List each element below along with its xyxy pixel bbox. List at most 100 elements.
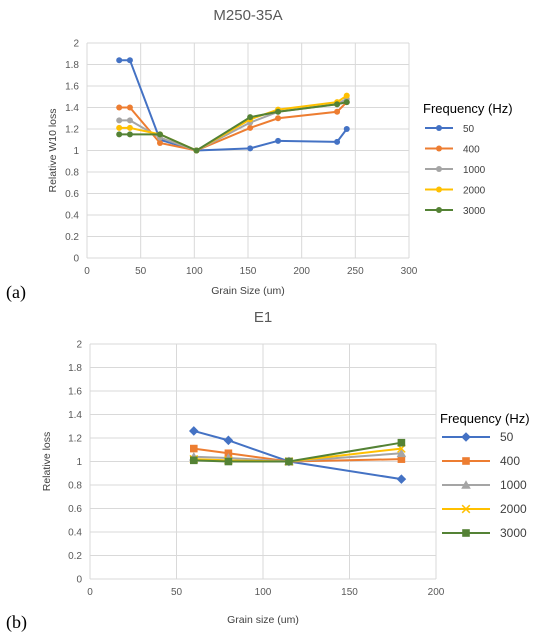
- y-tick-label: 1.8: [65, 60, 79, 71]
- y-tick-label: 0.4: [68, 528, 82, 539]
- chart-a: M250-35A 0 0.2 0.4 0.6 0.8 1 1.2 1.4 1.6 1.8 2 0 50 10…: [47, 7, 513, 297]
- data-point: [126, 57, 133, 64]
- data-point: [126, 124, 133, 131]
- data-point: [223, 435, 234, 446]
- data-point: [334, 138, 341, 145]
- data-point: [190, 456, 198, 465]
- data-point: [189, 426, 199, 436]
- y-tick-label: 1.2: [68, 434, 82, 445]
- legend-marker: [461, 480, 471, 489]
- y-tick-label: 2: [73, 39, 79, 50]
- series-line: [193, 452, 402, 463]
- data-point: [247, 145, 254, 152]
- x-tick-label: 250: [347, 266, 364, 277]
- y-tick-label: 1.4: [65, 103, 79, 114]
- x-axis-label: Grain Size (um): [211, 285, 285, 297]
- legend-item: 400: [425, 145, 480, 156]
- data-point: [397, 455, 406, 463]
- data-point: [285, 457, 293, 466]
- legend-marker: [436, 125, 442, 131]
- data-point: [247, 114, 254, 121]
- x-tick-label: 100: [255, 587, 272, 598]
- series-line: [193, 441, 402, 463]
- chart-title: M250-35A: [213, 7, 282, 24]
- x-tick-label: 200: [293, 266, 310, 277]
- y-tick-label: 1.8: [68, 363, 82, 374]
- legend-marker: [461, 432, 471, 442]
- marker-stroke: [461, 504, 471, 514]
- data-point: [343, 92, 350, 99]
- data-point: [116, 57, 123, 64]
- chart-title: E1: [254, 309, 272, 326]
- legend-item: 2000: [442, 502, 527, 516]
- legend-label: 1000: [463, 165, 486, 176]
- x-tick-label: 100: [186, 266, 203, 277]
- data-point: [247, 124, 254, 131]
- x-tick-label: 150: [341, 587, 358, 598]
- data-point: [126, 131, 133, 138]
- y-tick-label: 1.2: [65, 125, 79, 136]
- legend-item: 3000: [425, 206, 486, 217]
- legend-marker: [436, 207, 442, 213]
- series-line: [119, 101, 347, 152]
- y-axis-label: Relative W10 loss: [47, 108, 59, 192]
- x-tick-label: 0: [84, 266, 90, 277]
- series-line: [119, 59, 348, 152]
- data-point: [116, 124, 123, 131]
- legend-label: 1000: [500, 478, 527, 492]
- y-tick-label: 0.2: [68, 551, 82, 562]
- y-tick-label: 1.6: [68, 387, 82, 398]
- series-2000: [116, 92, 350, 154]
- legend-marker: [462, 457, 470, 465]
- legend-label: 3000: [463, 206, 486, 217]
- data-point: [397, 438, 406, 447]
- legend-item: 1000: [442, 478, 527, 492]
- y-tick-label: 1: [76, 457, 82, 468]
- data-point: [156, 139, 163, 146]
- y-tick-label: 2: [76, 340, 82, 351]
- series-line: [119, 101, 348, 152]
- legend-item: 50: [442, 430, 514, 444]
- legend-label: 3000: [500, 526, 527, 540]
- legend-title: Frequency (Hz): [423, 101, 513, 116]
- legend-marker: [436, 186, 442, 193]
- y-tick-label: 1.4: [68, 410, 82, 421]
- x-axis-label: Grain size (um): [227, 614, 299, 626]
- x-tick-label: 0: [87, 587, 93, 598]
- data-point: [156, 131, 163, 138]
- chart-b: E1 0 0.2 0.4 0.6 0.8 1 1.2 1.4 1.6 1.8 2 0 50 100 150 20…: [41, 309, 530, 626]
- y-axis-label: Relative loss: [41, 432, 53, 492]
- y-tick-label: 0.6: [65, 189, 79, 200]
- y-tick-label: 0.8: [65, 168, 79, 179]
- y-tick-label: 0: [73, 254, 79, 265]
- legend-item: 50: [425, 124, 475, 135]
- y-tick-label: 0.2: [65, 232, 79, 243]
- data-point: [126, 117, 133, 124]
- data-point: [343, 99, 350, 106]
- y-tick-label: 0.4: [65, 211, 79, 222]
- x-tick-label: 50: [171, 587, 183, 598]
- data-point: [126, 104, 133, 111]
- legend-label: 50: [500, 430, 514, 444]
- data-point: [116, 117, 123, 124]
- y-tick-label: 0.8: [68, 481, 82, 492]
- legend-label: 400: [463, 145, 480, 156]
- legend-marker: [462, 529, 470, 537]
- data-point: [275, 137, 282, 144]
- data-point: [396, 448, 407, 458]
- legend-marker: [461, 504, 471, 514]
- legend-item: 2000: [425, 186, 486, 197]
- data-point: [116, 131, 123, 138]
- x-tick-label: 200: [428, 587, 445, 598]
- data-point: [193, 147, 200, 154]
- y-tick-label: 0.6: [68, 504, 82, 515]
- panel-label-b: (b): [6, 612, 27, 632]
- legend-title: Frequency (Hz): [440, 411, 530, 426]
- legend-label: 50: [463, 124, 475, 135]
- panel-label-a: (a): [6, 282, 26, 302]
- data-point: [116, 104, 123, 111]
- legend-marker: [436, 166, 442, 172]
- data-point: [275, 115, 282, 122]
- series-3000: [190, 438, 406, 466]
